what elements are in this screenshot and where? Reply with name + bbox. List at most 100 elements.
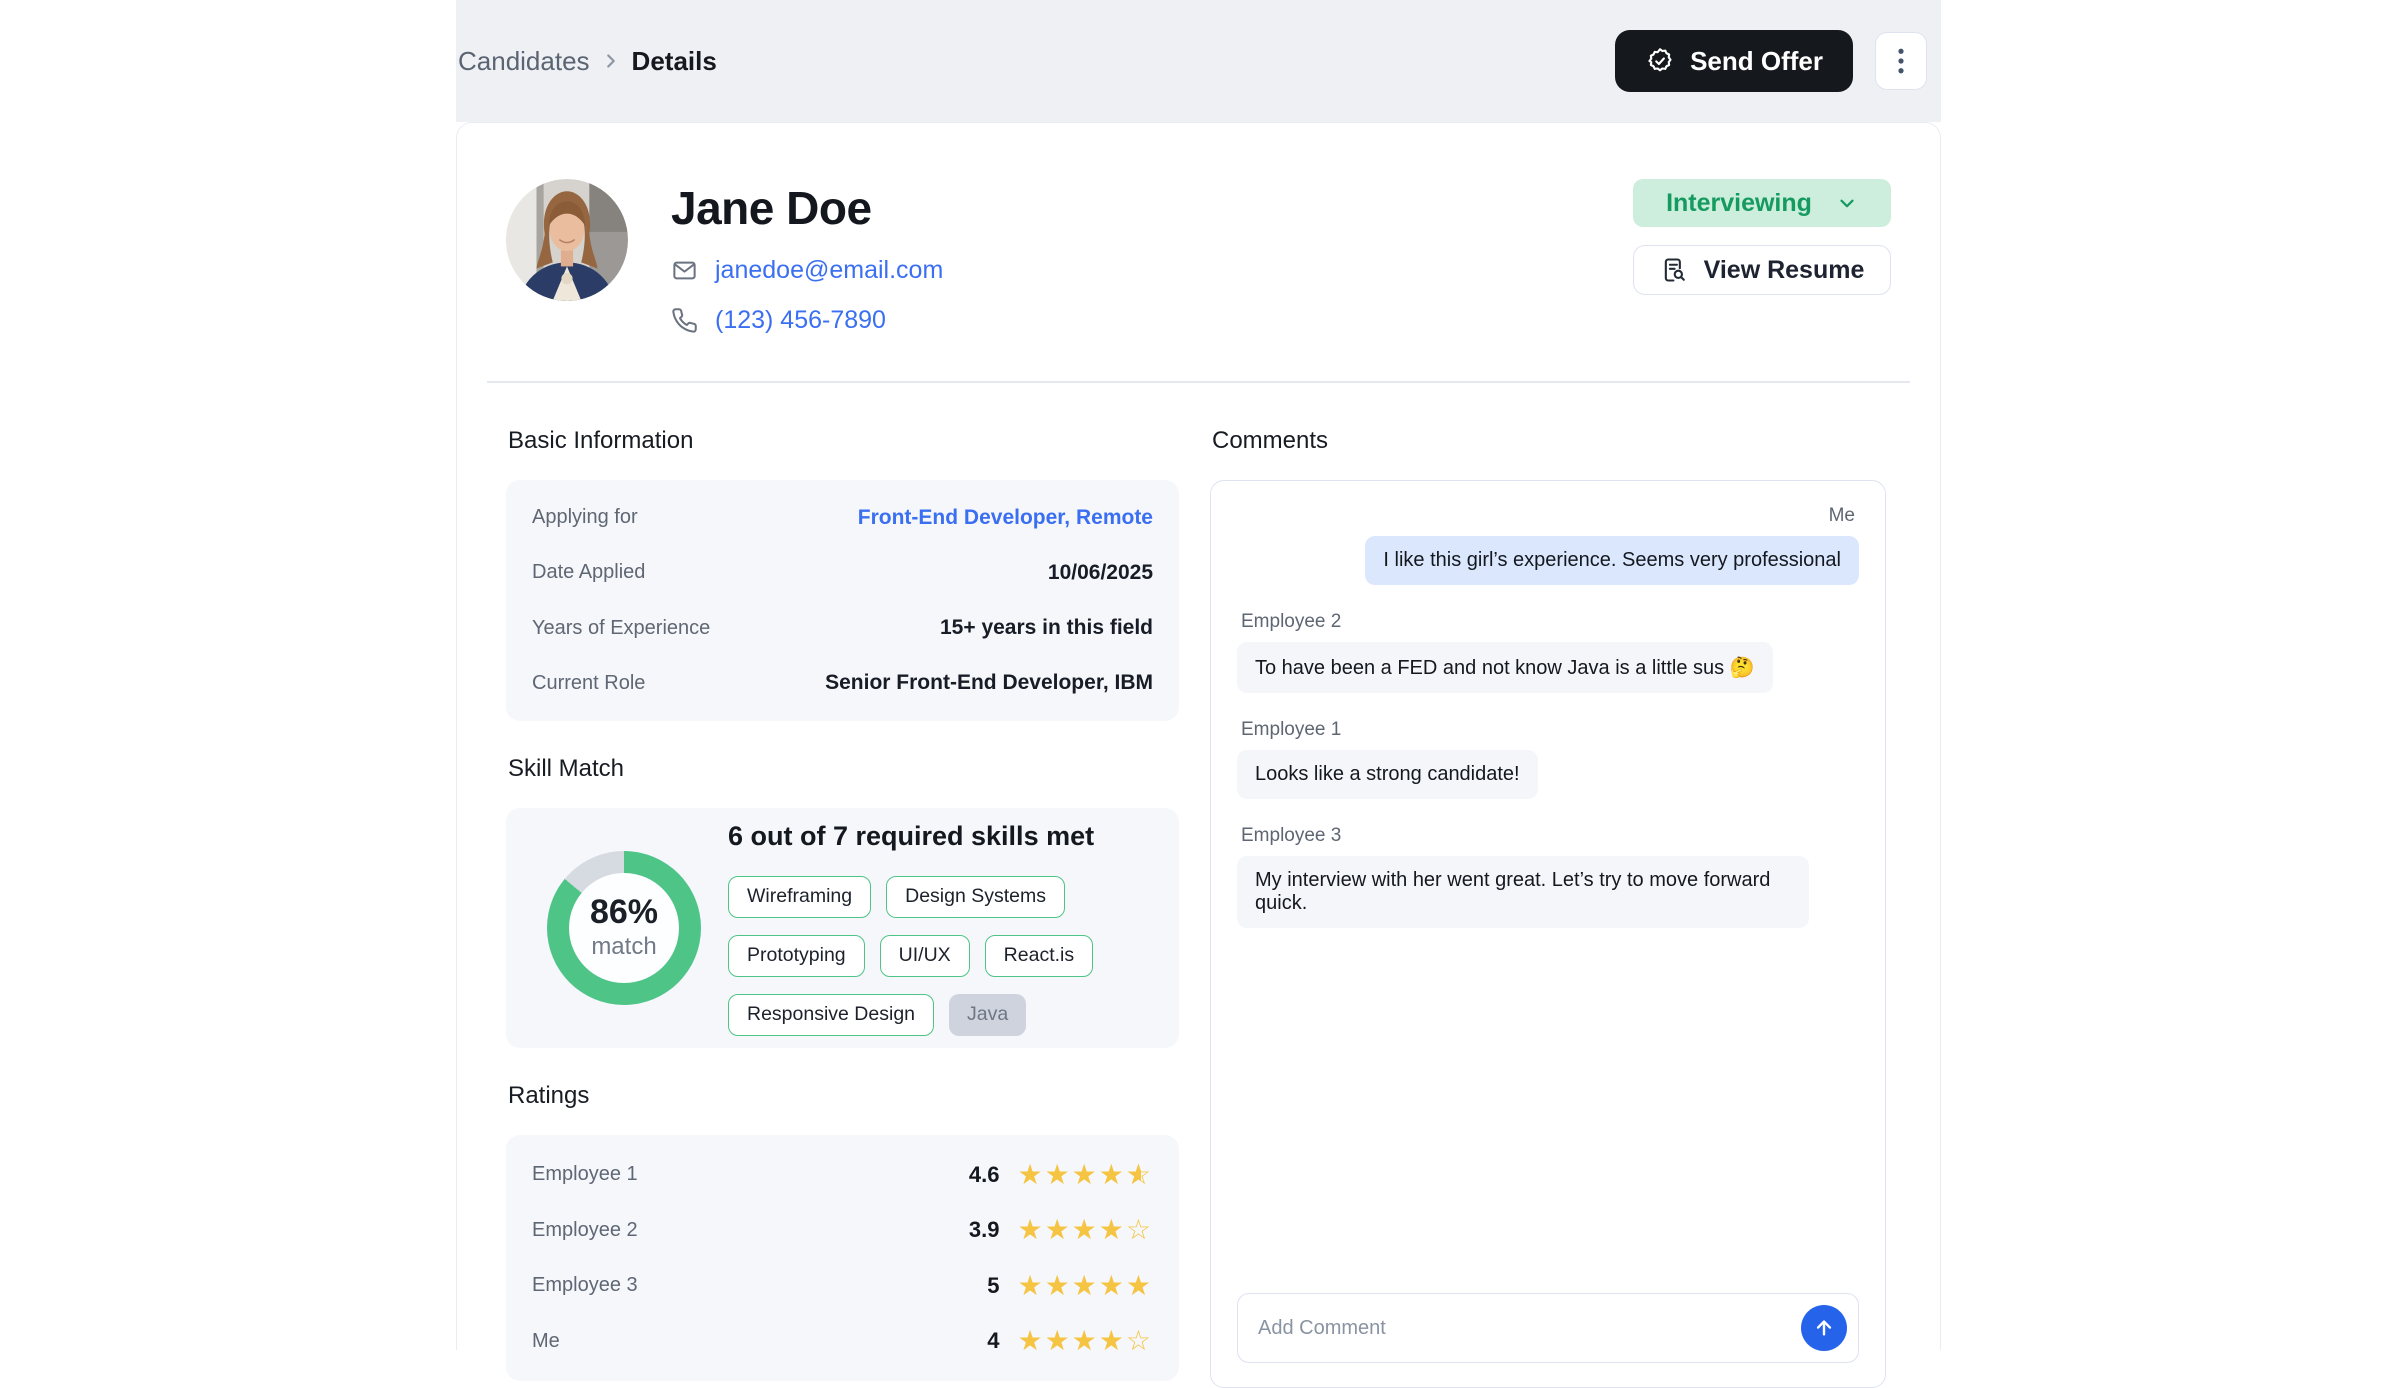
rating-row: Employee 3 5 ★★★★★ xyxy=(532,1271,1153,1300)
profile-header: Jane Doe janedoe@email.com (123) 456-789… xyxy=(457,123,1940,335)
details-column: Basic Information Applying for Front-End… xyxy=(506,427,1179,1388)
rating-score: 4 xyxy=(987,1328,1000,1354)
skill-chip: Design Systems xyxy=(886,875,1065,918)
info-label: Years of Experience xyxy=(532,616,711,639)
skill-summary: 6 out of 7 required skills met Wireframi… xyxy=(728,821,1168,1036)
match-percent: 86% xyxy=(589,893,659,931)
star-rating: ★★★★☆ xyxy=(1017,1325,1153,1357)
rating-value: 3.9 ★★★★☆ xyxy=(969,1216,1153,1244)
comment: Employee 1 Looks like a strong candidate… xyxy=(1237,719,1859,799)
basic-info-section: Basic Information Applying for Front-End… xyxy=(506,427,1179,721)
chevron-down-icon xyxy=(1836,192,1858,214)
comment-bubble: To have been a FED and not know Java is … xyxy=(1237,642,1773,693)
info-value[interactable]: Front-End Developer, Remote xyxy=(857,505,1153,529)
skill-chip: Prototyping xyxy=(728,934,865,977)
ratings-title: Ratings xyxy=(508,1082,590,1109)
rater-name: Me xyxy=(532,1329,560,1352)
rater-name: Employee 2 xyxy=(532,1218,638,1241)
skill-chip: Responsive Design xyxy=(728,993,935,1036)
comment-author: Employee 2 xyxy=(1241,611,1342,632)
skill-match-section: Skill Match 86% match 6 out of 7 require… xyxy=(506,755,1179,1048)
comments-column: Comments Me I like this girl’s experienc… xyxy=(1210,427,1886,1388)
info-row: Current Role Senior Front-End Developer,… xyxy=(532,671,1153,695)
badge-check-icon xyxy=(1645,46,1675,76)
info-row: Years of Experience 15+ years in this fi… xyxy=(532,616,1153,640)
skill-chips: Wireframing Design Systems Prototyping U… xyxy=(728,875,1168,1036)
breadcrumb-candidates[interactable]: Candidates xyxy=(458,45,590,76)
info-value: 10/06/2025 xyxy=(1047,560,1153,584)
status-dropdown[interactable]: Interviewing xyxy=(1633,179,1891,227)
comment-author: Me xyxy=(1828,505,1855,526)
info-label: Date Applied xyxy=(532,561,646,584)
identity-block: Jane Doe janedoe@email.com (123) 456-789… xyxy=(671,179,943,335)
comment: Me I like this girl’s experience. Seems … xyxy=(1237,505,1859,585)
comment-bubble: Looks like a strong candidate! xyxy=(1237,750,1538,799)
comment-thread: Me I like this girl’s experience. Seems … xyxy=(1237,505,1859,1293)
info-value: 15+ years in this field xyxy=(939,616,1153,640)
comment-author: Employee 1 xyxy=(1241,719,1342,740)
email-row: janedoe@email.com xyxy=(671,256,943,285)
basic-info-title: Basic Information xyxy=(508,427,694,454)
comment-author: Employee 3 xyxy=(1241,825,1342,846)
info-label: Current Role xyxy=(532,671,646,694)
comment: Employee 3 My interview with her went gr… xyxy=(1237,825,1859,928)
comments-panel: Me I like this girl’s experience. Seems … xyxy=(1210,480,1886,1388)
ratings-section: Ratings Employee 1 4.6 ★★★★☆ ★ xyxy=(506,1082,1179,1381)
comment-input-row xyxy=(1237,1293,1859,1363)
send-offer-button[interactable]: Send Offer xyxy=(1615,30,1853,92)
skill-match-panel: 86% match 6 out of 7 required skills met… xyxy=(506,808,1179,1048)
rating-value: 5 ★★★★★ xyxy=(987,1271,1153,1300)
info-row: Date Applied 10/06/2025 xyxy=(532,561,1153,585)
profile-divider xyxy=(487,381,1910,383)
candidate-details-page: Candidates Details Send Offer xyxy=(456,0,1941,1388)
rater-name: Employee 3 xyxy=(532,1274,638,1297)
skills-met-headline: 6 out of 7 required skills met xyxy=(728,820,1095,851)
send-offer-label: Send Offer xyxy=(1690,45,1823,76)
basic-info-panel: Applying for Front-End Developer, Remote… xyxy=(506,480,1179,721)
chevron-right-icon xyxy=(600,50,622,72)
rating-score: 4.6 xyxy=(968,1161,1000,1187)
phone-link[interactable]: (123) 456-7890 xyxy=(715,306,886,334)
comment-bubble: My interview with her went great. Let’s … xyxy=(1237,856,1810,928)
view-resume-label: View Resume xyxy=(1703,255,1865,284)
match-label: match xyxy=(591,933,657,960)
breadcrumb-details: Details xyxy=(631,45,717,76)
candidate-card: Jane Doe janedoe@email.com (123) 456-789… xyxy=(456,122,1941,1388)
skill-chip: UI/UX xyxy=(879,934,970,977)
mail-icon xyxy=(671,257,698,284)
send-comment-button[interactable] xyxy=(1801,1305,1847,1351)
rating-value: 4 ★★★★☆ xyxy=(987,1327,1153,1355)
skill-match-title: Skill Match xyxy=(508,755,625,782)
rater-name: Employee 1 xyxy=(532,1163,638,1186)
add-comment-input[interactable] xyxy=(1237,1293,1859,1363)
breadcrumb: Candidates Details xyxy=(458,46,717,77)
info-label: Applying for xyxy=(532,506,638,529)
comments-title: Comments xyxy=(1212,427,1329,454)
candidate-name: Jane Doe xyxy=(671,182,872,234)
skill-match-donut-ring: 86% match xyxy=(547,851,701,1005)
more-options-button[interactable] xyxy=(1875,32,1927,90)
skill-chip: React.is xyxy=(984,934,1094,977)
rating-score: 3.9 xyxy=(968,1217,1000,1243)
rating-row: Employee 1 4.6 ★★★★☆ ★ xyxy=(532,1160,1153,1189)
top-bar-actions: Send Offer xyxy=(1615,30,1927,92)
skill-match-donut-center: 86% match xyxy=(569,873,679,983)
skill-chip: Wireframing xyxy=(728,875,872,918)
top-bar: Candidates Details Send Offer xyxy=(456,0,1941,122)
kebab-menu-icon xyxy=(1888,44,1914,78)
star-rating: ★★★★☆ xyxy=(1017,1214,1153,1246)
comment: Employee 2 To have been a FED and not kn… xyxy=(1237,611,1859,693)
email-link[interactable]: janedoe@email.com xyxy=(715,256,944,284)
phone-row: (123) 456-7890 xyxy=(671,306,943,335)
rating-row: Me 4 ★★★★☆ xyxy=(532,1327,1153,1355)
ratings-panel: Employee 1 4.6 ★★★★☆ ★ Employee 2 3.9 xyxy=(506,1135,1179,1381)
rating-value: 4.6 ★★★★☆ ★ xyxy=(968,1160,1153,1189)
view-resume-button[interactable]: View Resume xyxy=(1633,245,1891,295)
skill-chip: Java xyxy=(949,993,1027,1036)
rating-score: 5 xyxy=(987,1272,1000,1298)
comment-bubble: I like this girl’s experience. Seems ver… xyxy=(1365,536,1859,585)
phone-icon xyxy=(671,307,698,334)
profile-actions: Interviewing View Resume xyxy=(1633,179,1891,335)
info-row: Applying for Front-End Developer, Remote xyxy=(532,506,1153,530)
arrow-up-icon xyxy=(1813,1317,1835,1339)
